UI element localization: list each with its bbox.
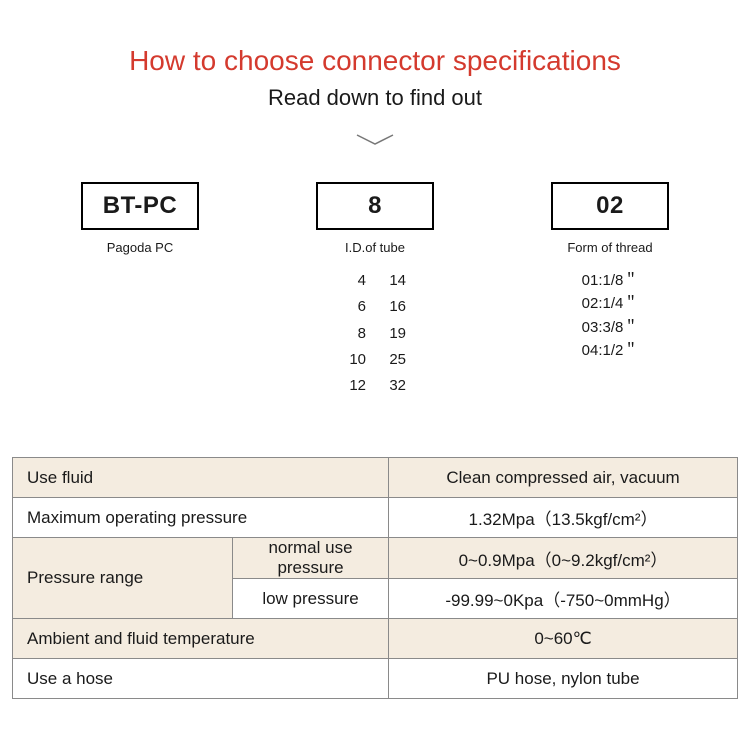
spec-label: Use fluid: [13, 458, 389, 498]
spec-label: Pressure range: [13, 538, 233, 619]
tube-value: 6: [344, 295, 366, 318]
tube-value: 16: [384, 295, 406, 318]
spec-sublabel: low pressure: [233, 579, 389, 619]
table-row: Use fluid Clean compressed air, vacuum: [13, 458, 738, 498]
tube-id-values: 4 14 6 16 8 19 10 25 12 32: [344, 269, 406, 397]
spec-value: PU hose, nylon tube: [389, 659, 738, 699]
spec-label: Ambient and fluid temperature: [13, 619, 389, 659]
tube-value: 8: [344, 322, 366, 345]
chevron-down-icon: [0, 133, 750, 147]
spec-label: Maximum operating pressure: [13, 498, 389, 538]
spec-sublabel: normal use pressure: [233, 538, 389, 579]
spec-label: Use a hose: [13, 659, 389, 699]
code-label: Form of thread: [567, 240, 652, 255]
tube-value: 14: [384, 269, 406, 292]
thread-value: 04:1/2＂: [582, 339, 639, 362]
code-col-thread: 02 Form of thread 01:1/8＂ 02:1/4＂ 03:3/8…: [540, 182, 680, 397]
code-box: 8: [316, 182, 434, 230]
code-col-model: BT-PC Pagoda PC: [70, 182, 210, 397]
code-box: BT-PC: [81, 182, 199, 230]
page-subtitle: Read down to find out: [0, 85, 750, 111]
tube-value: 10: [344, 348, 366, 371]
table-row: Ambient and fluid temperature 0~60℃: [13, 619, 738, 659]
spec-table: Use fluid Clean compressed air, vacuum M…: [12, 457, 738, 699]
spec-value: 0~0.9Mpa（0~9.2kgf/cm²）: [389, 538, 738, 579]
code-label: Pagoda PC: [107, 240, 174, 255]
spec-value: 0~60℃: [389, 619, 738, 659]
tube-value: 12: [344, 374, 366, 397]
code-col-tube: 8 I.D.of tube 4 14 6 16 8 19 10 25 12 32: [305, 182, 445, 397]
table-row: Use a hose PU hose, nylon tube: [13, 659, 738, 699]
table-row: Pressure range normal use pressure 0~0.9…: [13, 538, 738, 579]
code-box: 02: [551, 182, 669, 230]
code-label: I.D.of tube: [345, 240, 405, 255]
thread-value: 01:1/8＂: [582, 269, 639, 292]
thread-value: 02:1/4＂: [582, 292, 639, 315]
tube-value: 25: [384, 348, 406, 371]
tube-value: 4: [344, 269, 366, 292]
spec-value: 1.32Mpa（13.5kgf/cm²）: [389, 498, 738, 538]
code-breakdown: BT-PC Pagoda PC 8 I.D.of tube 414 616 81…: [0, 182, 750, 397]
thread-value: 03:3/8＂: [582, 316, 639, 339]
spec-value: Clean compressed air, vacuum: [389, 458, 738, 498]
tube-value: 32: [384, 374, 406, 397]
thread-values: 01:1/8＂ 02:1/4＂ 03:3/8＂ 04:1/2＂: [582, 269, 639, 362]
tube-value: 19: [384, 322, 406, 345]
page-title: How to choose connector specifications: [0, 45, 750, 77]
table-row: Maximum operating pressure 1.32Mpa（13.5k…: [13, 498, 738, 538]
spec-value: -99.99~0Kpa（-750~0mmHg）: [389, 579, 738, 619]
